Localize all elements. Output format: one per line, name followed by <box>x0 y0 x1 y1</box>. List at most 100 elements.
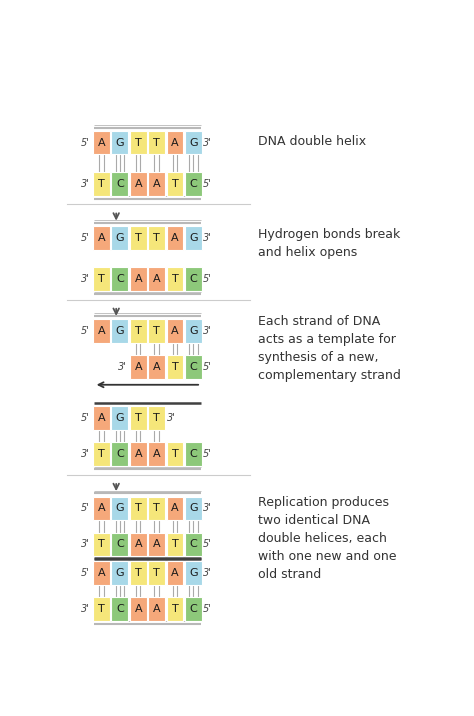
FancyBboxPatch shape <box>166 172 183 195</box>
FancyBboxPatch shape <box>148 172 165 195</box>
Text: T: T <box>135 137 142 147</box>
FancyBboxPatch shape <box>111 533 128 556</box>
Text: 5': 5' <box>81 413 90 423</box>
Text: T: T <box>153 568 160 578</box>
Text: C: C <box>190 362 197 372</box>
FancyBboxPatch shape <box>185 226 202 250</box>
Text: Each strand of DNA
acts as a template for
synthesis of a new,
complementary stra: Each strand of DNA acts as a template fo… <box>258 315 401 382</box>
FancyBboxPatch shape <box>148 319 165 342</box>
FancyBboxPatch shape <box>130 355 146 379</box>
FancyBboxPatch shape <box>111 407 128 430</box>
Text: G: G <box>116 233 124 243</box>
Text: A: A <box>135 450 142 460</box>
Text: C: C <box>190 179 197 189</box>
Text: A: A <box>171 503 179 513</box>
Text: T: T <box>135 233 142 243</box>
Text: 5': 5' <box>203 539 212 549</box>
Text: A: A <box>98 568 105 578</box>
Text: A: A <box>153 539 160 549</box>
Text: 3': 3' <box>118 362 127 372</box>
Text: Replication produces
two identical DNA
double helices, each
with one new and one: Replication produces two identical DNA d… <box>258 495 396 581</box>
Text: C: C <box>116 604 124 614</box>
Text: 5': 5' <box>203 450 212 460</box>
Text: T: T <box>153 413 160 423</box>
Text: A: A <box>153 179 160 189</box>
Text: T: T <box>153 137 160 147</box>
FancyBboxPatch shape <box>166 226 183 250</box>
Text: 5': 5' <box>81 233 90 243</box>
FancyBboxPatch shape <box>130 267 146 291</box>
Text: T: T <box>135 568 142 578</box>
FancyBboxPatch shape <box>148 442 165 466</box>
FancyBboxPatch shape <box>111 319 128 342</box>
Text: C: C <box>190 450 197 460</box>
Text: T: T <box>153 233 160 243</box>
FancyBboxPatch shape <box>93 533 110 556</box>
Text: A: A <box>153 604 160 614</box>
FancyBboxPatch shape <box>111 172 128 195</box>
Text: A: A <box>98 503 105 513</box>
FancyBboxPatch shape <box>130 533 146 556</box>
FancyBboxPatch shape <box>166 597 183 621</box>
FancyBboxPatch shape <box>166 497 183 521</box>
FancyBboxPatch shape <box>166 355 183 379</box>
Text: A: A <box>135 604 142 614</box>
Text: T: T <box>172 604 178 614</box>
Text: G: G <box>116 503 124 513</box>
Text: G: G <box>116 326 124 336</box>
FancyBboxPatch shape <box>185 267 202 291</box>
Text: C: C <box>116 539 124 549</box>
Text: C: C <box>190 274 197 284</box>
FancyBboxPatch shape <box>166 131 183 155</box>
FancyBboxPatch shape <box>185 355 202 379</box>
FancyBboxPatch shape <box>185 597 202 621</box>
FancyBboxPatch shape <box>148 355 165 379</box>
FancyBboxPatch shape <box>93 319 110 342</box>
FancyBboxPatch shape <box>93 226 110 250</box>
FancyBboxPatch shape <box>111 497 128 521</box>
FancyBboxPatch shape <box>148 226 165 250</box>
FancyBboxPatch shape <box>166 319 183 342</box>
Text: A: A <box>135 362 142 372</box>
FancyBboxPatch shape <box>130 172 146 195</box>
FancyBboxPatch shape <box>166 267 183 291</box>
Text: 3': 3' <box>166 413 175 423</box>
FancyBboxPatch shape <box>111 131 128 155</box>
FancyBboxPatch shape <box>93 442 110 466</box>
FancyBboxPatch shape <box>130 319 146 342</box>
Text: DNA double helix: DNA double helix <box>258 135 366 148</box>
Text: A: A <box>153 450 160 460</box>
Text: T: T <box>98 450 105 460</box>
FancyBboxPatch shape <box>130 561 146 585</box>
Text: 3': 3' <box>203 568 212 578</box>
FancyBboxPatch shape <box>148 267 165 291</box>
Text: A: A <box>98 326 105 336</box>
Text: T: T <box>153 503 160 513</box>
Text: 5': 5' <box>203 179 212 189</box>
Text: 5': 5' <box>203 274 212 284</box>
Text: 3': 3' <box>81 179 90 189</box>
FancyBboxPatch shape <box>148 533 165 556</box>
FancyBboxPatch shape <box>148 407 165 430</box>
Text: A: A <box>135 179 142 189</box>
FancyBboxPatch shape <box>185 319 202 342</box>
Text: G: G <box>116 568 124 578</box>
Text: Hydrogen bonds break
and helix opens: Hydrogen bonds break and helix opens <box>258 228 400 258</box>
Text: 5': 5' <box>81 568 90 578</box>
FancyBboxPatch shape <box>148 497 165 521</box>
FancyBboxPatch shape <box>130 131 146 155</box>
Text: T: T <box>98 179 105 189</box>
Text: G: G <box>116 413 124 423</box>
FancyBboxPatch shape <box>185 442 202 466</box>
FancyBboxPatch shape <box>111 226 128 250</box>
Text: A: A <box>98 413 105 423</box>
Text: 3': 3' <box>81 274 90 284</box>
FancyBboxPatch shape <box>166 442 183 466</box>
Text: T: T <box>135 326 142 336</box>
Text: 5': 5' <box>203 604 212 614</box>
FancyBboxPatch shape <box>93 172 110 195</box>
Text: T: T <box>153 326 160 336</box>
FancyBboxPatch shape <box>166 561 183 585</box>
FancyBboxPatch shape <box>93 561 110 585</box>
FancyBboxPatch shape <box>148 131 165 155</box>
